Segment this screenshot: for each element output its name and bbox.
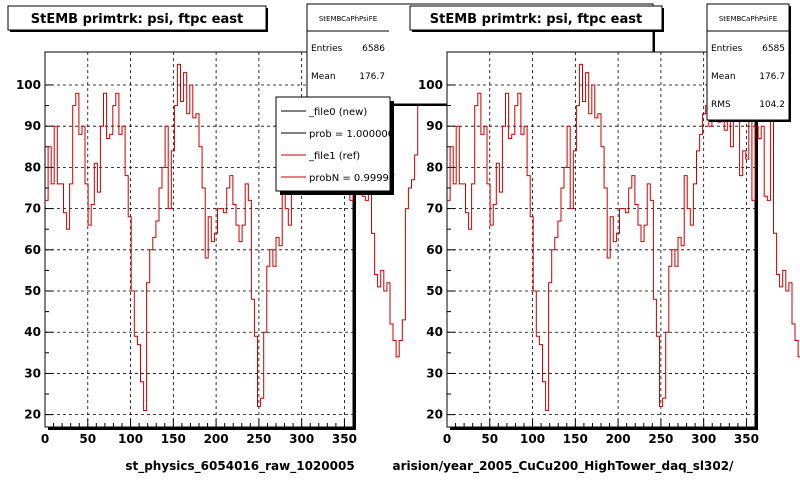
y-tick-label: 60: [426, 243, 443, 257]
y-tick-label: 90: [426, 119, 443, 133]
legend-entry-label: probN = 0.99997: [309, 173, 395, 184]
stats-label: Entries: [711, 44, 743, 54]
y-tick-label: 40: [426, 325, 443, 339]
title-box: [409, 5, 663, 31]
stats-value: 6586: [362, 44, 385, 54]
y-tick-label: 80: [426, 160, 443, 174]
stats-label: Entries: [311, 44, 343, 54]
y-tick-label: 70: [24, 202, 41, 216]
x-tick-label: 300: [289, 432, 314, 446]
legend-box: [275, 96, 391, 192]
y-tick-label: 90: [24, 119, 41, 133]
y-tick-label: 100: [16, 78, 41, 92]
title-box: [7, 5, 267, 31]
chart-title: StEMB primtrk: psi, ftpc east: [430, 12, 642, 27]
x-tick-label: 0: [443, 432, 451, 446]
y-tick-label: 20: [426, 408, 443, 422]
y-tick-label: 30: [24, 366, 41, 380]
y-tick-label: 80: [24, 160, 41, 174]
stats-box: [706, 3, 790, 121]
y-tick-label: 20: [24, 408, 41, 422]
y-tick-label: 40: [24, 325, 41, 339]
x-tick-label: 100: [520, 432, 545, 446]
y-tick-label: 50: [24, 284, 41, 298]
stats-label: Mean: [311, 72, 336, 82]
stats-value: 176.7: [359, 72, 385, 82]
stats-histogram-name: StEMBCaPhPsiFE: [319, 15, 377, 23]
x-tick-label: 350: [734, 432, 759, 446]
stats-label: Mean: [711, 72, 736, 82]
x-tick-label: 150: [161, 432, 186, 446]
stats-value: 104.2: [759, 100, 785, 110]
x-tick-label: 150: [563, 432, 588, 446]
x-tick-label: 250: [246, 432, 271, 446]
chart-title: StEMB primtrk: psi, ftpc east: [31, 12, 243, 27]
y-tick-label: 60: [24, 243, 41, 257]
stats-histogram-name: StEMBCaPhPsiFE: [719, 15, 777, 23]
y-tick-label: 100: [418, 78, 443, 92]
right-histogram-panel: 20 30 40 50 60 70 80 90 100 0 50 100 150 200 250 300 350…: [393, 3, 800, 474]
y-tick-label: 70: [426, 202, 443, 216]
y-tick-label: 50: [426, 284, 443, 298]
legend-entry-label: _file1 (ref): [308, 151, 360, 162]
stats-value: 6585: [762, 44, 785, 54]
stats-label: RMS: [711, 100, 731, 110]
legend-entry-label: prob = 1.000000: [309, 129, 394, 140]
x-tick-label: 200: [606, 432, 631, 446]
x-tick-label: 300: [691, 432, 716, 446]
x-axis-label: arision/year_2005_CuCu200_HighTower_daq_…: [393, 459, 735, 474]
x-tick-label: 250: [648, 432, 673, 446]
x-tick-label: 350: [332, 432, 357, 446]
x-tick-label: 50: [481, 432, 498, 446]
x-tick-label: 0: [41, 432, 49, 446]
x-tick-label: 100: [118, 432, 143, 446]
stats-value: 176.7: [759, 72, 785, 82]
x-tick-label: 200: [204, 432, 229, 446]
y-tick-label: 30: [426, 366, 443, 380]
x-tick-label: 50: [79, 432, 96, 446]
histogram-series-line: [447, 63, 800, 411]
x-axis-label: st_physics_6054016_raw_1020005: [125, 459, 354, 474]
legend-entry-label: _file0 (new): [308, 107, 367, 118]
